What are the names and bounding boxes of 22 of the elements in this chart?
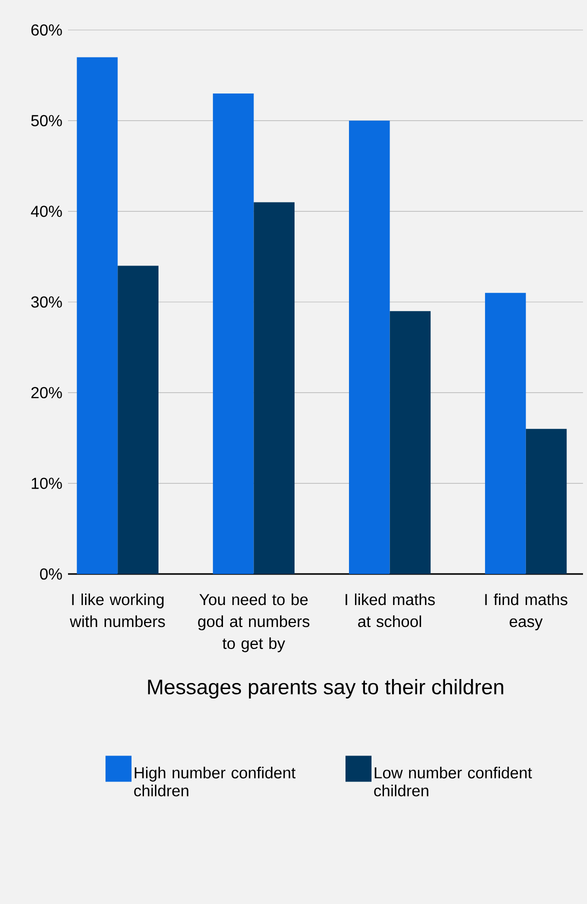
legend-label: Low number confident children (374, 766, 532, 796)
x-tick-label: I liked maths at school (346, 594, 435, 628)
y-tick-label: 0% (40, 568, 62, 580)
y-tick-label: 40% (30, 206, 62, 217)
bar (212, 93, 254, 574)
bar (485, 292, 526, 574)
bar (526, 428, 567, 574)
y-tick-label: 30% (31, 296, 62, 308)
x-tick-label: I like working with numbers (70, 594, 165, 628)
x-axis-title: Messages parents say to their children (148, 679, 504, 699)
x-tick-label: You need to be god at numbers to get by (198, 594, 310, 652)
legend-label: High number confident children (134, 766, 296, 796)
bar (76, 57, 118, 574)
y-tick-label: 10% (32, 478, 62, 489)
bar (118, 266, 158, 574)
x-tick-label: I find maths easy (485, 594, 568, 630)
bar (348, 120, 390, 574)
bar (254, 202, 295, 574)
y-tick-label: 50% (31, 115, 62, 126)
bar (390, 311, 431, 574)
y-tick-label: 20% (31, 387, 62, 398)
y-tick-label: 60% (31, 24, 62, 36)
